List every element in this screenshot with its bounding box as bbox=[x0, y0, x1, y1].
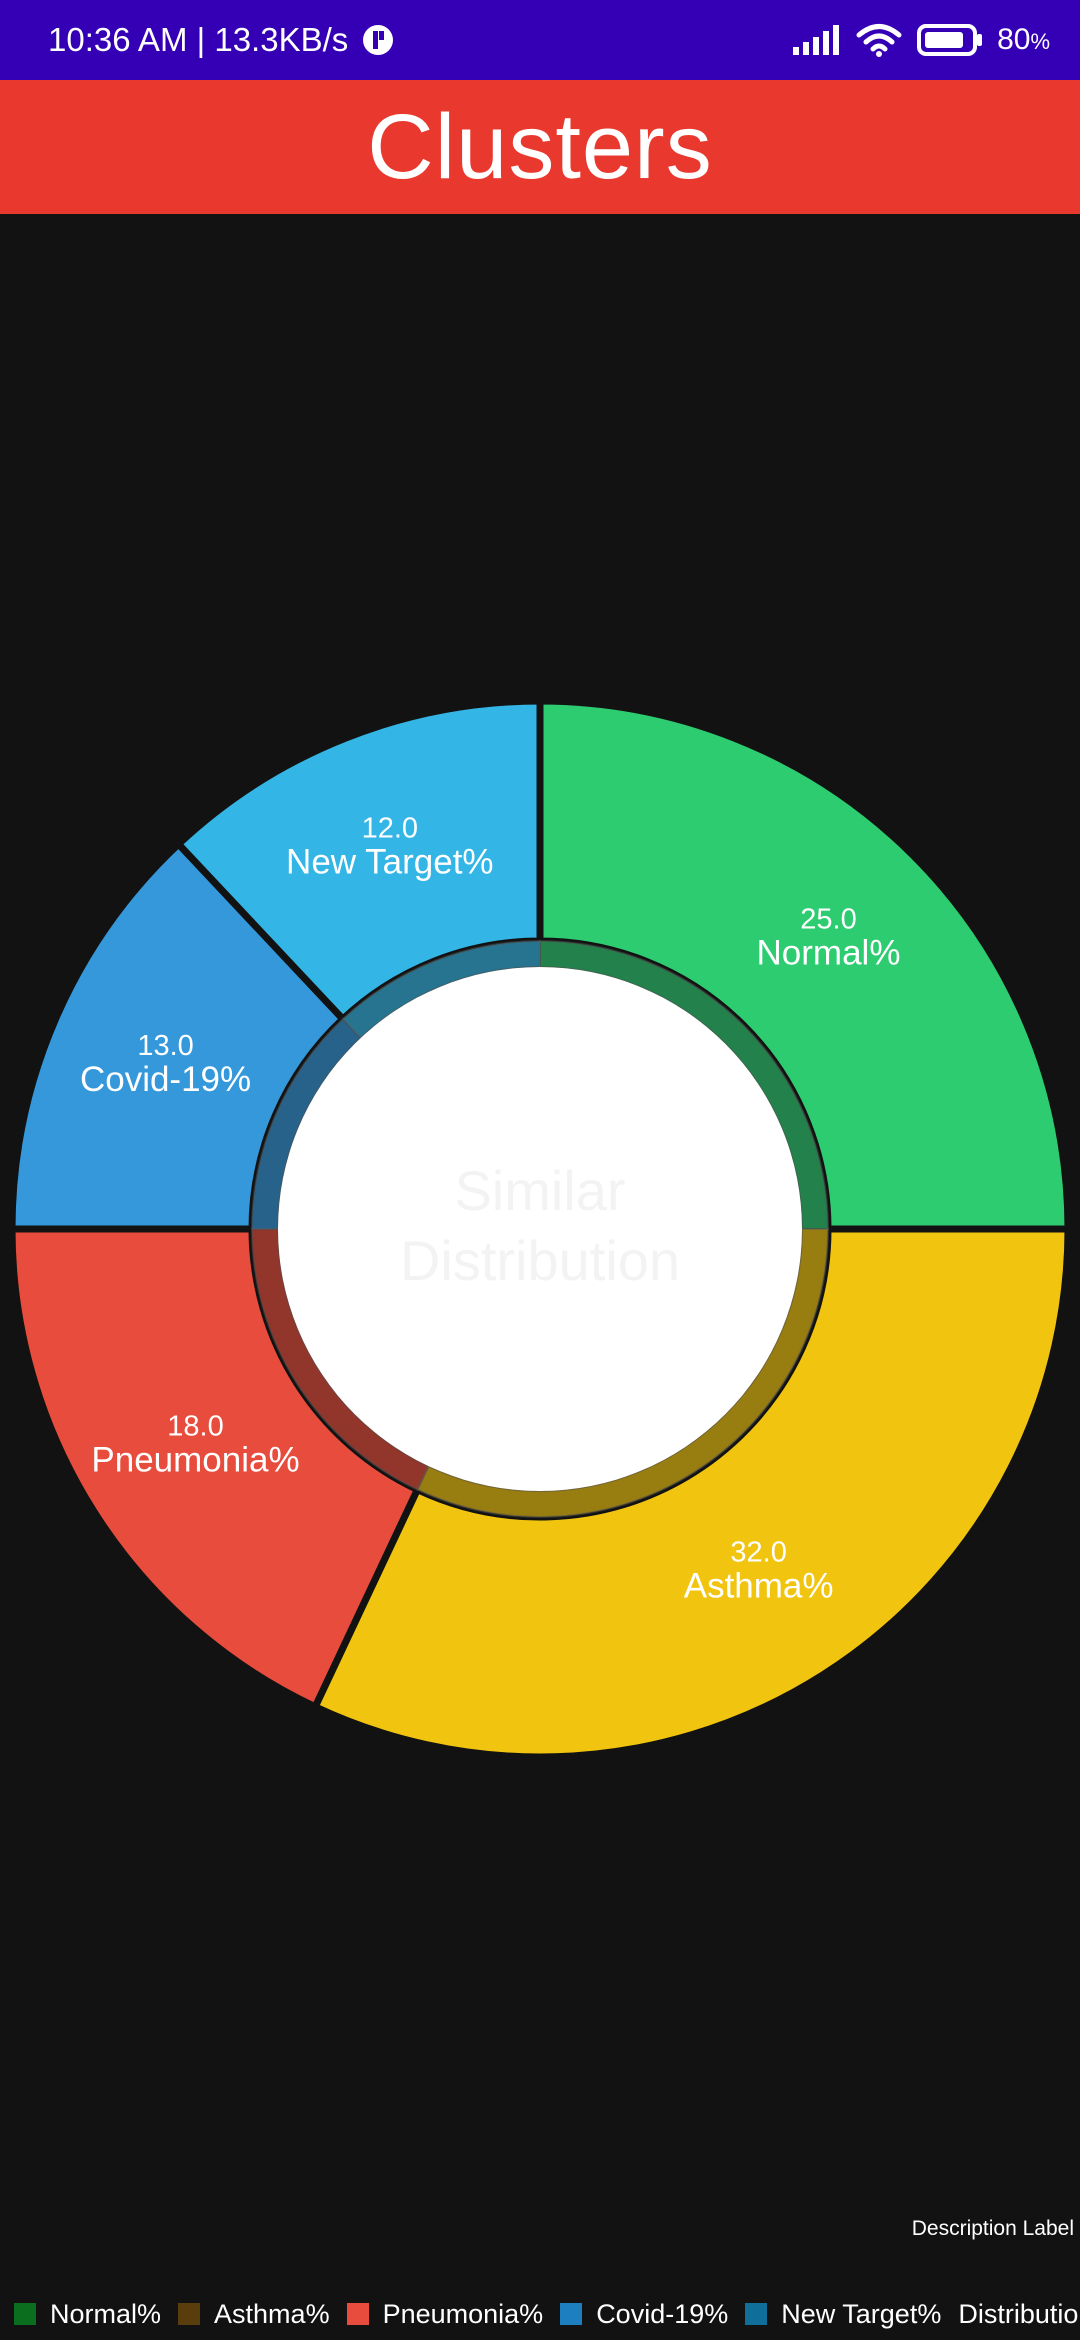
page-title: Clusters bbox=[367, 95, 713, 198]
legend-item-normal[interactable]: Normal% bbox=[14, 2299, 161, 2330]
legend-label-covid: Covid-19% bbox=[596, 2298, 729, 2329]
battery-icon bbox=[917, 24, 983, 56]
battery-value: 80 bbox=[997, 23, 1031, 56]
center-text-line-2: Distribution bbox=[400, 1229, 680, 1292]
slice-label-covid-19: Covid-19% bbox=[80, 1060, 251, 1099]
wifi-icon bbox=[856, 24, 902, 57]
slice-value-pneumonia: 18.0 bbox=[167, 1411, 223, 1443]
legend-label-asthma: Asthma% bbox=[214, 2298, 330, 2329]
legend-swatch-covid bbox=[560, 2303, 583, 2325]
slice-label-new-target: New Target% bbox=[286, 843, 494, 882]
app-bar: Clusters bbox=[0, 80, 1080, 214]
slice-value-normal: 25.0 bbox=[800, 904, 856, 936]
legend-item-asthma[interactable]: Asthma% bbox=[178, 2299, 330, 2330]
legend-item-overflow: Distribution r bbox=[958, 2299, 1080, 2330]
slice-value-covid-19: 13.0 bbox=[137, 1030, 193, 1062]
legend-swatch-normal bbox=[14, 2303, 36, 2325]
legend-swatch-asthma bbox=[178, 2303, 201, 2325]
chart-center-hole bbox=[278, 967, 802, 1491]
slice-value-asthma: 32.0 bbox=[730, 1536, 786, 1568]
status-bar: 10:36 AM | 13.3KB/s bbox=[0, 0, 1080, 80]
slice-label-asthma: Asthma% bbox=[684, 1566, 834, 1605]
legend-swatch-new-target bbox=[745, 2303, 768, 2325]
legend-item-pneumonia[interactable]: Pneumonia% bbox=[346, 2298, 544, 2330]
legend-label-normal: Normal% bbox=[50, 2298, 162, 2329]
legend-label-new-target: New Target% bbox=[781, 2298, 942, 2329]
legend-item-new-target[interactable]: New Target% bbox=[745, 2299, 941, 2330]
description-label: Description Label bbox=[911, 2217, 1074, 2240]
battery-percentage: 80% bbox=[997, 23, 1050, 57]
status-time-speed: 10:36 AM | 13.3KB/s bbox=[48, 21, 349, 58]
slice-label-pneumonia: Pneumonia% bbox=[91, 1441, 299, 1480]
legend-overflow-label: Distribution r bbox=[958, 2298, 1080, 2329]
legend-label-pneumonia: Pneumonia% bbox=[382, 2298, 544, 2329]
chart-legend: Normal% Asthma% Pneumonia% Covid-19% New… bbox=[14, 2294, 1080, 2334]
legend-swatch-pneumonia bbox=[346, 2303, 369, 2325]
battery-unit: % bbox=[1030, 29, 1050, 54]
donut-chart[interactable]: Similar Distribution 25.0Normal%32.0Asth… bbox=[0, 214, 1080, 2340]
center-text-line-1: Similar bbox=[454, 1159, 625, 1222]
app-notification-icon bbox=[363, 25, 394, 55]
slice-value-new-target: 12.0 bbox=[362, 813, 418, 845]
signal-icon bbox=[793, 25, 840, 55]
status-left: 10:36 AM | 13.3KB/s bbox=[48, 0, 394, 80]
chart-slices bbox=[8, 697, 1072, 1761]
slice-label-normal: Normal% bbox=[757, 934, 901, 973]
legend-item-covid[interactable]: Covid-19% bbox=[560, 2299, 728, 2330]
status-right: 80% bbox=[791, 0, 1050, 80]
